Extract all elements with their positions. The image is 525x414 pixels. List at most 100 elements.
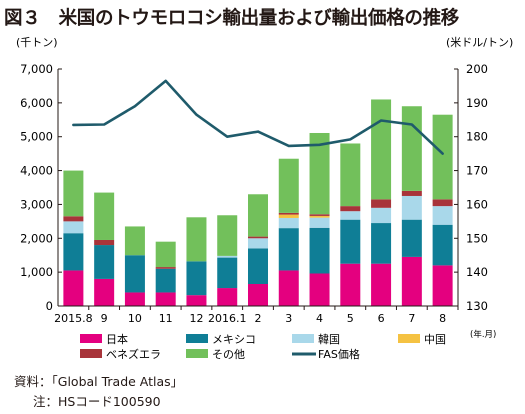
y-right-tick-label: 150 [466,231,488,245]
bar-segment [278,228,299,271]
bar-segment [63,270,84,306]
y-right-tick-label: 170 [466,164,488,178]
bar-segment [309,217,330,228]
legend-label: その他 [212,348,245,361]
bar-segment [309,273,330,306]
y-axis-left-unit: (千トン) [16,36,58,49]
bar-segment [340,206,361,212]
y-left-tick-label: 3,000 [20,197,53,211]
bar-segment [278,214,299,218]
x-tick-label: 2 [255,312,262,325]
figure-title: 図３ 米国のトウモロコシ輸出量および輸出価格の推移 [4,8,460,29]
y-left-tick-label: 1,000 [20,265,53,279]
bar-segment [432,265,453,306]
legend-item: 日本 [80,332,128,346]
legend-label: メキシコ [212,333,256,346]
legend-item: 韓国 [292,333,340,346]
bar-segment [217,257,238,289]
bar-segment [278,158,299,213]
source-line: 資料：「Global Trade Atlas」 [14,371,183,390]
bar-segment [278,217,299,229]
bar-segment [340,219,361,264]
y-left-tick-label: 2,000 [20,231,53,245]
bar-segment [155,267,176,269]
x-tick-label: 12 [189,312,203,325]
bar-segment [94,278,115,306]
y-right-tick-label: 180 [466,130,488,144]
bar-segment [401,190,422,196]
bar-segment [63,221,84,234]
bar-segment [340,263,361,306]
legend-item: ベネズエラ [80,347,161,361]
x-tick-label: 7 [408,312,415,325]
bar-segment [248,236,268,239]
y-left-tick-label: 6,000 [20,96,53,110]
x-tick-label: 4 [316,312,323,325]
bar-segment [432,114,453,200]
y-right-tick-label: 130 [466,299,488,313]
bar-segment [248,248,268,284]
legend-swatch [80,334,102,343]
y-left-tick-label: 0 [46,299,53,313]
x-tick-label: 6 [378,312,385,325]
bar-segment [248,238,268,249]
x-tick-label: 9 [101,312,108,325]
tick-labels-layer: 0 1,000 2,000 3,000 4,000 5,000 6,000 7,000 130 1… [20,62,488,325]
y-right-tick-label: 160 [466,197,488,211]
bar-segment [63,170,84,217]
axes-layer [57,68,459,310]
legend-item: その他 [186,348,245,361]
bar-segment [186,217,207,262]
bar-segment [217,288,238,306]
bar-segment [186,295,207,306]
bar-segment [217,255,238,258]
y-right-tick-label: 200 [466,62,488,76]
legend-swatch [186,334,208,343]
bar-segment [94,192,115,240]
bar-segment [155,292,176,306]
x-tick-label: 3 [285,312,292,325]
bar-segment [401,256,422,306]
bar-segment [371,99,392,200]
y-axis-right-unit: (米ドル/トン) [446,36,513,49]
legend-swatch [292,334,314,343]
bar-segment [63,216,84,222]
bar-segment [124,226,145,256]
bar-segment [309,214,330,216]
x-tick-label: 11 [159,312,173,325]
bar-segment [124,292,145,306]
legend-swatch [398,334,420,343]
note-line: 注：HSコード100590 [33,391,161,410]
legend-item: メキシコ [186,333,256,346]
bar-segment [371,199,392,208]
note-label: 注： [33,394,59,409]
bar-segment [124,255,145,293]
bar-segment [309,132,330,215]
source-label: 資料： [14,374,52,389]
x-tick-label: 2015.8 [54,312,93,325]
bar-segment [186,261,207,296]
bar-segment [248,283,268,306]
bar-segment [340,143,361,207]
bar-segment [401,195,422,220]
price-line [72,79,444,155]
legend-item: FAS価格 [292,347,360,361]
bar-segment [432,224,453,266]
x-tick-label: 8 [439,312,446,325]
x-tick-label: 2016.1 [208,312,247,325]
bar-segment [94,239,115,246]
bar-segment [309,215,330,218]
note-text: HSコード100590 [58,394,161,409]
source-text: 「Global Trade Atlas」 [51,374,184,389]
bar-segment [155,241,176,268]
bar-segment [278,212,299,215]
legend-label: 中国 [424,333,446,346]
bar-segment [432,199,453,207]
bar-segment [432,206,453,225]
bar-segment [278,270,299,306]
bar-segment [94,245,115,279]
legend-label: FAS価格 [318,347,360,361]
bar-segment [217,215,238,256]
